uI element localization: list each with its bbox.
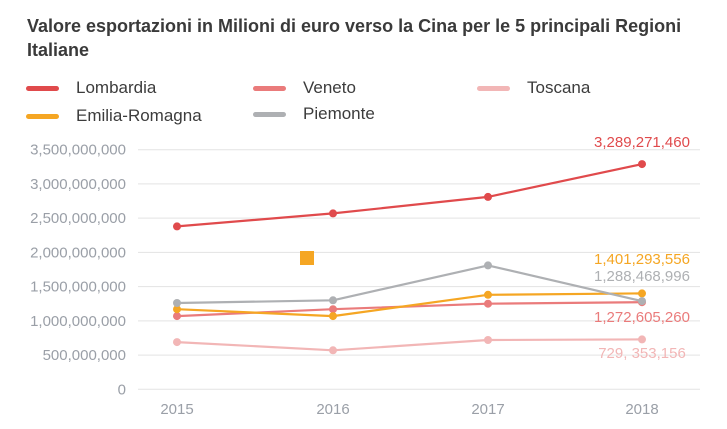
y-tick-label: 2,000,000,000 (30, 244, 126, 261)
data-point-toscana[interactable] (329, 346, 337, 355)
data-point-piemonte[interactable] (638, 297, 646, 306)
legend-swatch-emilia-romagna (26, 113, 59, 119)
legend-item-emilia-romagna[interactable]: Emilia-Romagna (26, 106, 202, 126)
series-line-lombardia (176, 163, 643, 228)
legend-item-piemonte[interactable]: Piemonte (253, 104, 375, 124)
series-line-emilia-romagna (176, 292, 643, 318)
y-tick-label: 500,000,000 (43, 347, 126, 364)
legend-item-toscana[interactable]: Toscana (477, 78, 590, 98)
y-tick-label: 3,000,000,000 (30, 176, 126, 193)
legend-swatch-piemonte (253, 111, 286, 117)
data-point-veneto[interactable] (484, 299, 492, 308)
data-point-veneto[interactable] (173, 312, 181, 321)
x-tick-label: 2018 (625, 401, 658, 418)
data-point-veneto[interactable] (329, 305, 337, 314)
chart-title: Valore esportazioni in Milioni di euro v… (27, 16, 682, 60)
y-tick-label: 1,000,000,000 (30, 313, 126, 330)
data-point-lombardia[interactable] (484, 192, 492, 201)
data-point-lombardia[interactable] (638, 160, 646, 169)
highlight-square-marker (300, 251, 314, 265)
data-point-emilia-romagna[interactable] (173, 305, 181, 314)
y-axis: 0 500,000,000 1,000,000,000 1,500,000,000 2,… (30, 142, 126, 399)
x-tick-label: 2016 (316, 401, 349, 418)
legend-swatch-lombardia (26, 85, 59, 91)
legend-label-veneto: Veneto (303, 78, 356, 97)
data-point-piemonte[interactable] (329, 296, 337, 305)
series-points (173, 160, 646, 355)
end-label-piemonte: 1,288,468,996 (594, 268, 690, 285)
data-point-lombardia[interactable] (173, 222, 181, 231)
x-axis: 2015 2016 2017 2018 (160, 401, 658, 418)
y-tick-label: 1,500,000,000 (30, 279, 126, 296)
end-labels: 3,289,271,460 1,401,293,556 1,288,468,99… (594, 134, 690, 362)
data-point-toscana[interactable] (484, 336, 492, 344)
x-tick-label: 2017 (471, 401, 504, 418)
series-lines (176, 163, 643, 352)
data-point-emilia-romagna[interactable] (329, 312, 337, 321)
data-point-lombardia[interactable] (329, 209, 337, 218)
data-point-toscana[interactable] (638, 335, 646, 344)
y-tick-label: 0 (118, 381, 126, 398)
legend-label-emilia-romagna: Emilia-Romagna (76, 106, 202, 125)
end-label-lombardia: 3,289,271,460 (594, 134, 690, 151)
gridlines (138, 149, 700, 390)
data-point-toscana[interactable] (173, 338, 181, 347)
legend-label-toscana: Toscana (527, 78, 591, 97)
legend-label-lombardia: Lombardia (76, 78, 157, 97)
legend-swatch-toscana (477, 85, 510, 91)
data-point-piemonte[interactable] (173, 299, 181, 307)
y-tick-label: 2,500,000,000 (30, 210, 126, 227)
end-label-veneto: 1,272,605,260 (594, 309, 690, 326)
legend-item-lombardia[interactable]: Lombardia (26, 78, 156, 98)
data-point-piemonte[interactable] (484, 261, 492, 270)
series-line-veneto (176, 301, 643, 318)
series-line-piemonte (176, 264, 643, 305)
x-tick-label: 2015 (160, 401, 193, 418)
end-label-toscana: 729, 353,156 (598, 345, 686, 362)
data-point-emilia-romagna[interactable] (484, 290, 492, 299)
legend-label-piemonte: Piemonte (303, 104, 375, 123)
legend-item-veneto[interactable]: Veneto (253, 78, 356, 98)
legend-swatch-veneto (253, 85, 286, 91)
series-line-toscana (176, 338, 643, 352)
y-tick-label: 3,500,000,000 (30, 142, 126, 159)
end-label-emilia-romagna: 1,401,293,556 (594, 251, 690, 268)
data-point-emilia-romagna[interactable] (638, 289, 646, 298)
